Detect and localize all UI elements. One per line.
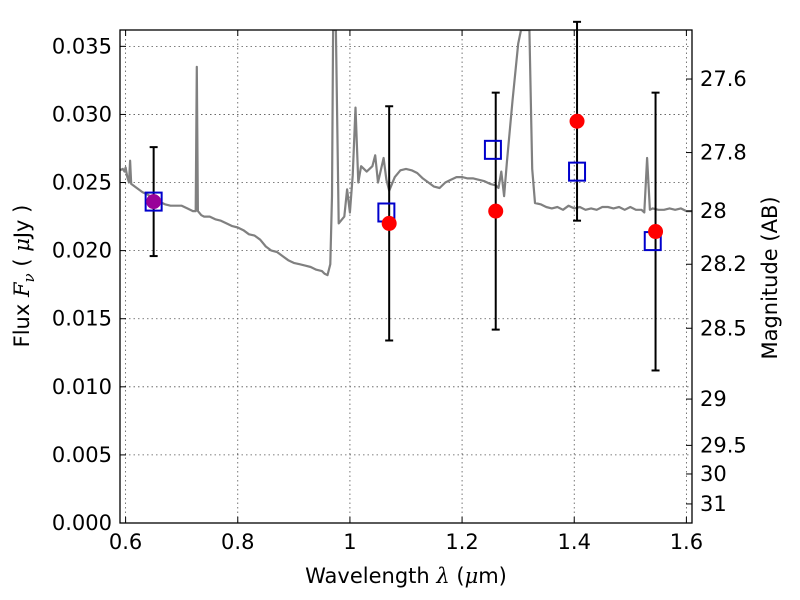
- y-right-tick-label: 27.8: [700, 141, 747, 165]
- model-point-marker: [568, 161, 587, 182]
- observed-point-marker: [648, 224, 664, 240]
- y-tick-label: 0.020: [52, 239, 112, 263]
- y-right-tick-label: 27.6: [700, 67, 747, 91]
- y-right-tick-label: 29: [700, 387, 727, 411]
- y-right-tick-label: 28.5: [700, 316, 747, 340]
- x-tick-label: 1.2: [445, 530, 478, 554]
- plot-frame: [119, 29, 693, 524]
- y-right-tick-label: 28.2: [700, 252, 747, 276]
- y-tick-label: 0.000: [52, 511, 112, 535]
- x-tick-label: 0.8: [221, 530, 254, 554]
- x-tick-label: 1: [343, 530, 356, 554]
- y-right-tick-label: 28: [700, 199, 727, 223]
- observed-points: [146, 113, 664, 240]
- y-right-axis-label: Magnitude (AB): [758, 196, 782, 359]
- plot-background: [120, 30, 692, 523]
- y-tick-label: 0.025: [52, 171, 112, 195]
- y-axis-label: Flux Fν ( μJy ): [10, 205, 38, 348]
- observed-point-marker: [146, 194, 162, 210]
- observed-point-marker: [381, 215, 397, 231]
- y-right-tick-label: 29.5: [700, 433, 747, 457]
- y-right-tick-label: 31: [700, 492, 727, 516]
- plot-area: [120, 30, 692, 277]
- y-tick-label: 0.015: [52, 307, 112, 331]
- axis-ticks: [120, 30, 692, 524]
- observed-point-marker: [569, 113, 585, 129]
- x-tick-label: 1.6: [670, 530, 703, 554]
- y-tick-label: 0.030: [52, 102, 112, 126]
- y-tick-label: 0.005: [52, 443, 112, 467]
- spectrum-line: [120, 30, 692, 277]
- x-tick-label: 0.6: [109, 530, 142, 554]
- model-point-marker: [483, 139, 502, 160]
- x-axis-label: Wavelength λ (μm): [305, 564, 507, 588]
- y-right-tick-label: 30: [700, 462, 727, 486]
- x-tick-label: 1.4: [558, 530, 591, 554]
- y-tick-label: 0.035: [52, 34, 112, 58]
- model-point-marker: [144, 191, 163, 212]
- observed-point-marker: [488, 203, 504, 219]
- y-tick-label: 0.010: [52, 375, 112, 399]
